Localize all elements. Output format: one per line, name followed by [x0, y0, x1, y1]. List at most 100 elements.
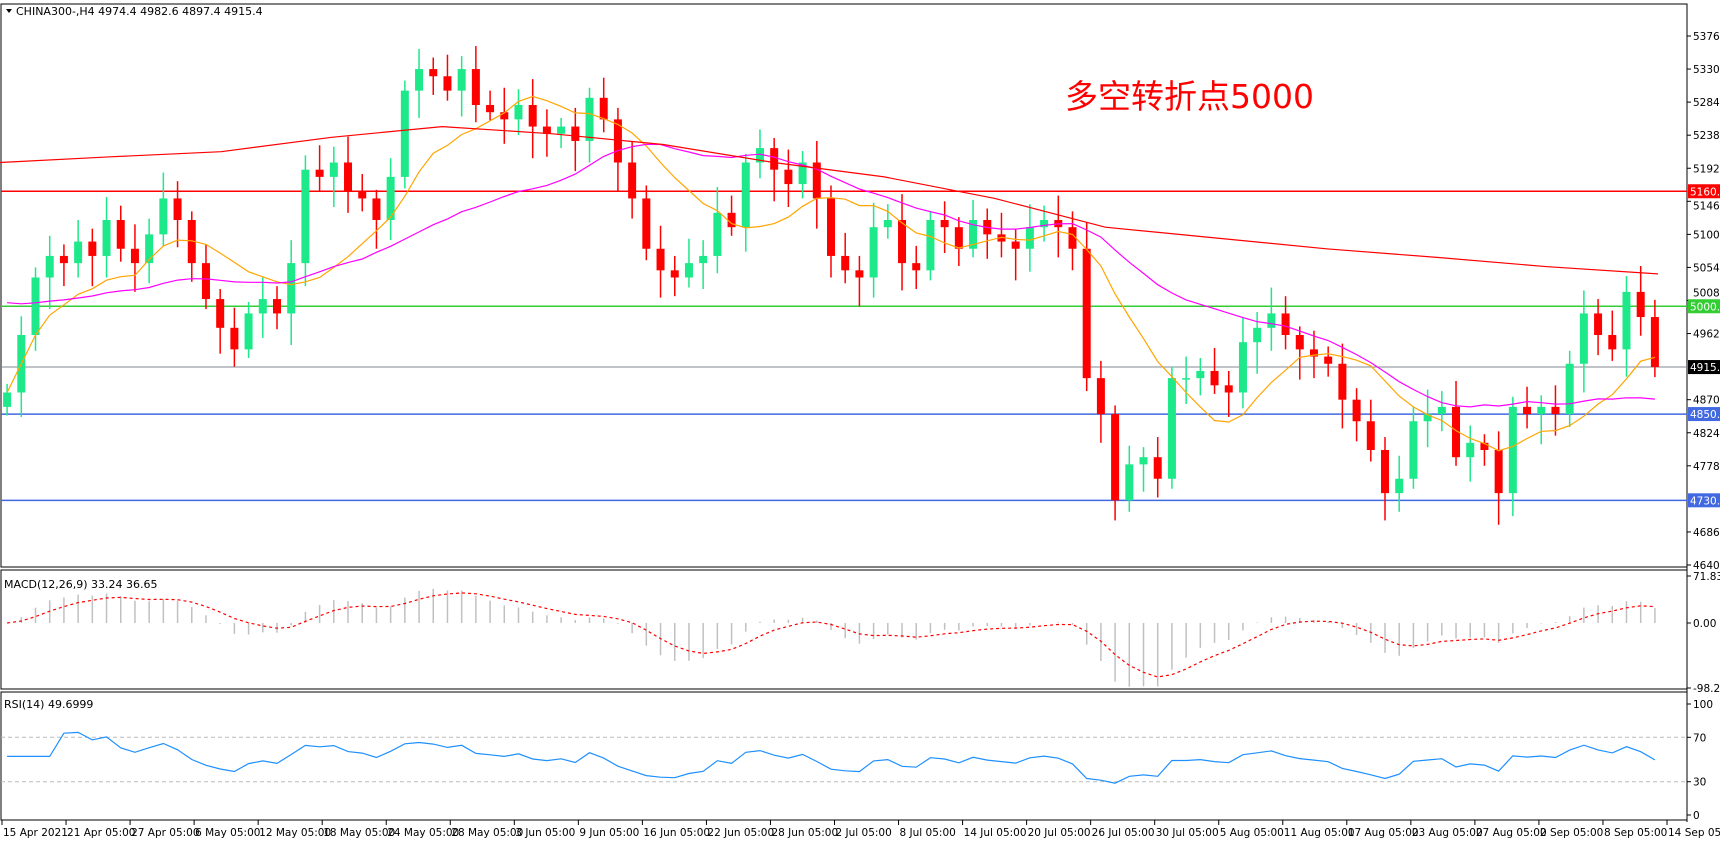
time-tick-label: 17 Aug 05:00 — [1348, 827, 1419, 839]
bear-candle — [88, 241, 97, 256]
bull-candle — [883, 220, 892, 228]
time-tick-label: 5 Aug 05:00 — [1220, 827, 1284, 839]
symbol-header[interactable]: CHINA300-,H4 4974.4 4982.6 4897.4 4915.4 — [6, 5, 263, 18]
bear-candle — [1111, 414, 1120, 501]
bear-candle — [940, 220, 949, 228]
time-tick-label: 9 Jun 05:00 — [579, 827, 639, 839]
macd-panel-frame — [0, 569, 1688, 690]
price-level-tag — [1688, 407, 1720, 422]
bear-candle — [1594, 313, 1603, 335]
bear-candle — [1452, 406, 1461, 458]
macd-signal-line — [7, 592, 1655, 678]
time-tick-label: 20 Jul 05:00 — [1028, 827, 1091, 839]
price-level-tag — [1688, 299, 1720, 314]
bear-candle — [1381, 450, 1389, 494]
bull-candle — [1537, 406, 1546, 415]
time-tick-label: 14 Sep 05:00 — [1668, 827, 1720, 839]
time-tick-label: 15 Apr 2021 — [3, 827, 68, 839]
time-tick-label: 27 Apr 05:00 — [131, 827, 199, 839]
bear-candle — [486, 105, 495, 113]
price-tick-label: 4870.0 — [1693, 395, 1720, 407]
triangle-down-icon[interactable] — [6, 9, 12, 13]
time-tick-label: 8 Jul 05:00 — [900, 827, 956, 839]
price-tick-label: 5100.0 — [1693, 229, 1720, 241]
bear-candle — [429, 69, 438, 77]
bull-candle — [244, 313, 253, 350]
rsi-tick-label: 100 — [1693, 699, 1713, 711]
bull-candle — [741, 162, 750, 228]
bull-candle — [1040, 220, 1049, 228]
bull-candle — [1508, 406, 1517, 494]
bear-candle — [898, 220, 907, 264]
price-level-label: 5160.0 — [1690, 186, 1720, 198]
bear-candle — [542, 126, 551, 134]
bear-candle — [1480, 442, 1489, 450]
rsi-panel-frame — [0, 691, 1688, 821]
bull-candle — [457, 69, 466, 91]
bear-candle — [1295, 335, 1304, 350]
bear-candle — [827, 198, 835, 256]
bear-candle — [1366, 421, 1375, 450]
bull-candle — [1423, 414, 1432, 422]
bear-candle — [770, 148, 779, 170]
time-tick-label: 11 Aug 05:00 — [1284, 827, 1355, 839]
bear-candle — [1650, 317, 1659, 368]
bull-candle — [1267, 313, 1276, 328]
macd-tick-label: -98.25 — [1693, 683, 1720, 695]
rsi-panel[interactable]: 100 70 30 0 — [0, 691, 1713, 822]
bull-candle — [1196, 370, 1205, 379]
symbol-info: CHINA300-,H4 4974.4 4982.6 4897.4 4915.4 — [16, 5, 263, 18]
price-tick-label: 5146.0 — [1693, 200, 1720, 212]
price-tick-label: 4778.0 — [1693, 461, 1720, 473]
bear-candle — [784, 169, 793, 185]
bull-candle — [713, 212, 722, 256]
bear-candle — [1324, 356, 1333, 364]
bear-candle — [599, 97, 608, 120]
price-panel[interactable]: 5376.0 5330.0 5284.0 5238.0 5192.0 5146.0 5100… — [0, 3, 1720, 822]
bear-candle — [656, 248, 665, 271]
bull-candle — [1579, 313, 1588, 364]
bear-candle — [1096, 378, 1105, 415]
time-tick-label: 8 Sep 05:00 — [1604, 827, 1667, 839]
bear-candle — [130, 248, 139, 264]
bull-candle — [3, 392, 12, 407]
bull-candle — [557, 126, 566, 134]
rsi-tick-label: 0 — [1693, 810, 1700, 822]
bear-candle — [1224, 385, 1233, 393]
bear-candle — [812, 162, 821, 199]
macd-panel[interactable]: 71.83 0.00 -98.25 — [0, 569, 1720, 695]
rsi-tick-label: 30 — [1693, 777, 1706, 789]
time-tick-label: 2 Jul 05:00 — [836, 827, 892, 839]
price-tick-label: 5008.0 — [1693, 287, 1720, 299]
long-ma-line — [0, 125, 1659, 275]
time-tick-label: 2 Sep 05:00 — [1540, 827, 1603, 839]
price-level-label: 5000.0 — [1690, 301, 1720, 313]
bear-candle — [116, 220, 125, 249]
price-level-label: 4730.0 — [1690, 495, 1720, 507]
bull-candle — [145, 234, 154, 264]
time-tick-label: 24 May 05:00 — [387, 827, 459, 839]
bear-candle — [273, 299, 281, 314]
time-tick-label: 12 May 05:00 — [259, 827, 331, 839]
bear-candle — [1338, 363, 1347, 400]
bear-candle — [201, 263, 210, 300]
bull-candle — [926, 220, 935, 271]
bear-candle — [1210, 370, 1219, 386]
bull-candle — [1025, 227, 1034, 249]
price-level-label: 4915.4 — [1690, 362, 1720, 374]
bear-candle — [670, 270, 679, 278]
time-tick-label: 28 May 05:00 — [451, 827, 523, 839]
bear-candle — [1352, 399, 1361, 422]
bull-candle — [1409, 421, 1418, 479]
price-tick-label: 5284.0 — [1693, 97, 1720, 109]
bear-candle — [471, 69, 480, 105]
time-tick-label: 14 Jul 05:00 — [964, 827, 1027, 839]
bull-candle — [1466, 442, 1475, 458]
price-tick-label: 5192.0 — [1693, 163, 1720, 175]
bear-candle — [1523, 406, 1532, 415]
bear-candle — [500, 112, 509, 120]
bull-candle — [415, 69, 424, 91]
price-level-tag — [1688, 184, 1720, 199]
